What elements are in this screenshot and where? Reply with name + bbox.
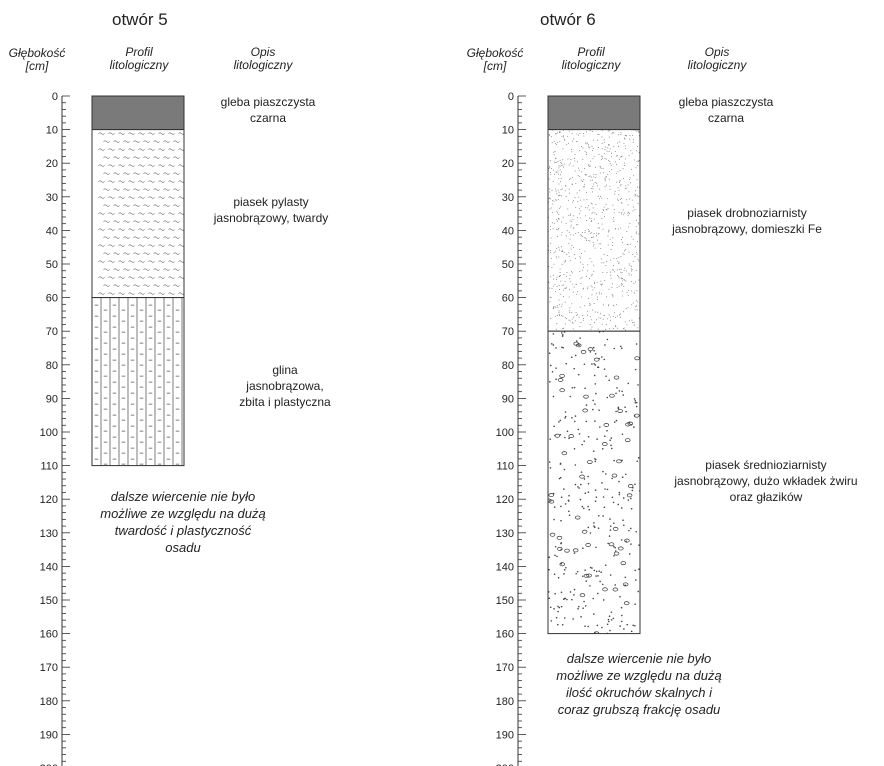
- depth-tick-label: 80: [46, 360, 58, 372]
- depth-tick-label: 30: [46, 192, 58, 204]
- depth-tick-label: 200: [40, 763, 58, 766]
- layer-description: gleba piaszczysta czarna: [220, 95, 316, 125]
- depth-tick-label: 130: [40, 528, 58, 540]
- depth-tick-label: 40: [502, 225, 514, 237]
- depth-tick-label: 0: [508, 91, 514, 103]
- depth-tick-label: 180: [40, 696, 58, 708]
- depth-tick-label: 200: [496, 763, 514, 766]
- depth-tick-label: 30: [502, 192, 514, 204]
- depth-tick-label: 20: [502, 158, 514, 170]
- borehole-log-5: otwór 5 Głębokość [cm] Profil litologicz…: [0, 0, 440, 766]
- depth-tick-label: 90: [502, 393, 514, 405]
- depth-tick-label: 90: [46, 393, 58, 405]
- depth-tick-label: 150: [40, 595, 58, 607]
- depth-header-text: Głębokość [cm]: [466, 46, 524, 73]
- depth-tick-label: 170: [496, 662, 514, 674]
- depth-tick-label: 110: [40, 461, 58, 473]
- depth-tick-label: 60: [46, 293, 58, 305]
- depth-header-text: Głębokość [cm]: [8, 46, 66, 73]
- depth-tick-label: 40: [46, 225, 58, 237]
- depth-tick-label: 150: [496, 595, 514, 607]
- depth-tick-label: 50: [46, 259, 58, 271]
- depth-tick-label: 180: [496, 696, 514, 708]
- profile-header: Profil litologiczny: [96, 46, 182, 72]
- log-title: otwór 5: [112, 10, 168, 29]
- depth-tick-label: 20: [46, 158, 58, 170]
- depth-tick-label: 100: [40, 427, 58, 439]
- lithology-layer-medium-sand-gravel: [547, 330, 641, 635]
- depth-tick-label: 70: [46, 326, 58, 338]
- borehole-log-6: otwór 6 Głębokość [cm] Profil litologicz…: [458, 0, 884, 766]
- depth-tick-label: 120: [40, 494, 58, 506]
- depth-tick-label: 160: [496, 629, 514, 641]
- layer-description: piasek drobnoziarnisty jasnobrązowy, dom…: [672, 206, 822, 236]
- lithology-layer-dark-soil: [547, 95, 641, 131]
- profile-header: Profil litologiczny: [548, 46, 634, 72]
- lithology-layer-clay: [91, 297, 185, 467]
- depth-tick-label: 140: [496, 561, 514, 573]
- layer-description: glina jasnobrązowa, zbita i plastyczna: [239, 363, 331, 409]
- log-title: otwór 6: [540, 10, 596, 29]
- description-header: Opis litologiczny: [672, 46, 762, 72]
- description-header-text: Opis litologiczny: [687, 45, 747, 72]
- description-header: Opis litologiczny: [218, 46, 308, 72]
- lithology-layer-silty-sand: [91, 129, 185, 299]
- depth-tick-label: 130: [496, 528, 514, 540]
- depth-tick-label: 110: [496, 461, 514, 473]
- depth-tick-label: 60: [502, 293, 514, 305]
- lithology-layer-fine-sand: [547, 129, 641, 332]
- log-6-column: 0 10 20 30 40 50 60 70 80 90 100 110 120 130 140 150 160…: [496, 91, 641, 766]
- depth-tick-label: 50: [502, 259, 514, 271]
- depth-tick-label: 10: [502, 125, 514, 137]
- depth-tick-label: 70: [502, 326, 514, 338]
- layer-description: piasek pylasty jasnobrązowy, twardy: [213, 195, 329, 225]
- log-5-column: 0 10 20 30 40 50 60 70 80 90 100 110 120 130 140 150 160…: [40, 91, 185, 766]
- depth-tick-label: 0: [52, 91, 58, 103]
- end-note: dalsze wiercenie nie było możliwe ze wzg…: [556, 651, 722, 717]
- depth-tick-label: 100: [496, 427, 514, 439]
- depth-tick-label: 120: [496, 494, 514, 506]
- profile-header-text: Profil litologiczny: [109, 45, 169, 72]
- end-note: dalsze wiercenie nie było możliwe ze wzg…: [100, 489, 266, 555]
- lithology-layer-dark-soil: [91, 95, 185, 131]
- profile-header-text: Profil litologiczny: [561, 45, 621, 72]
- depth-tick-label: 190: [496, 729, 514, 741]
- depth-tick-label: 140: [40, 561, 58, 573]
- depth-header: Głębokość [cm]: [462, 47, 528, 73]
- depth-tick-label: 80: [502, 360, 514, 372]
- depth-tick-label: 170: [40, 662, 58, 674]
- layer-description: piasek średnioziarnisty jasnobrązowy, du…: [674, 458, 858, 504]
- depth-header: Głębokość [cm]: [4, 47, 70, 73]
- description-header-text: Opis litologiczny: [233, 45, 293, 72]
- layer-description: gleba piaszczysta czarna: [678, 95, 774, 125]
- depth-tick-label: 190: [40, 729, 58, 741]
- depth-tick-label: 10: [46, 125, 58, 137]
- depth-tick-label: 160: [40, 629, 58, 641]
